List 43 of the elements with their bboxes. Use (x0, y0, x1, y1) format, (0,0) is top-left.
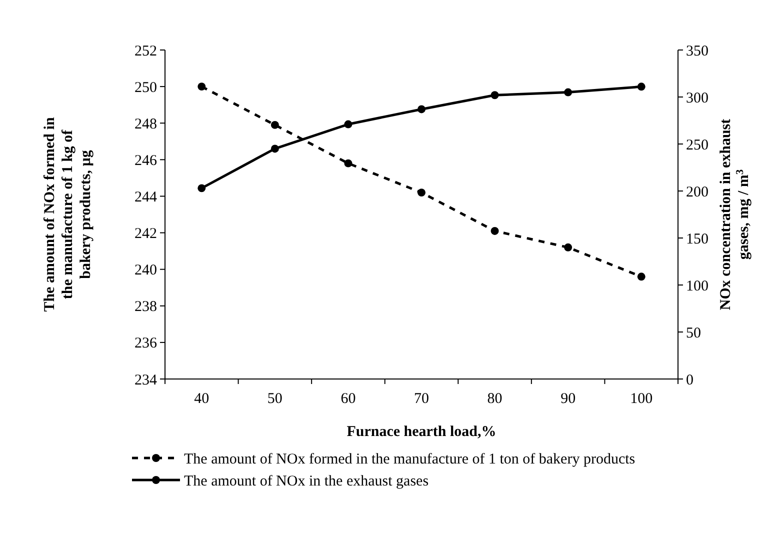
y-tick-label: 252 (134, 43, 157, 60)
legend-label: The amount of NOx formed in the manufacture of 1 ton of bakery products (184, 451, 636, 468)
y-tick-label: 248 (134, 116, 157, 132)
point (270, 144, 279, 153)
x-tick-label: 80 (487, 391, 502, 407)
x-tick-label: 50 (267, 391, 282, 407)
point (418, 105, 426, 114)
x-tick-label: 40 (194, 391, 210, 407)
point (564, 88, 572, 96)
x-tick-label: 100 (630, 391, 653, 407)
y2-tick-label: 300 (686, 90, 708, 106)
y-tick-label: 246 (134, 152, 158, 169)
y-tick-label: 240 (134, 262, 157, 279)
point (198, 184, 206, 192)
x-axis-title: Furnace hearth load,% (346, 424, 496, 440)
x-tick-label: 70 (414, 391, 429, 407)
y2-tick-label: 0 (686, 372, 694, 388)
y2-tick-label: 200 (686, 184, 708, 200)
y-tick-label: 244 (134, 189, 158, 206)
legend-label: The amount of NOx in the exhaust gases (184, 473, 429, 490)
point (637, 272, 646, 281)
point (637, 82, 646, 91)
point (418, 188, 426, 197)
y-tick-label: 250 (134, 80, 157, 96)
point (198, 82, 206, 91)
x-tick-label: 60 (340, 391, 356, 407)
point (270, 120, 279, 129)
y-tick-label: 234 (134, 372, 158, 388)
y2-tick-label: 100 (686, 278, 708, 294)
x-tick-label: 90 (560, 391, 576, 407)
y-axis-title: The amount of NOx formed in the manufacture of 1 kg of bakery products, µg (42, 116, 94, 312)
y-tick-label: 238 (134, 299, 157, 316)
y-tick-label: 242 (134, 226, 157, 242)
point (344, 159, 352, 168)
point (490, 91, 499, 100)
y2-tick-label: 250 (686, 137, 708, 154)
y2-tick-label: 350 (686, 43, 708, 60)
point (344, 120, 352, 128)
y2-tick-label: 50 (686, 325, 701, 342)
y-tick-label: 236 (134, 336, 158, 352)
y2-tick-label: 150 (686, 231, 708, 248)
point (564, 243, 572, 252)
point (490, 226, 499, 235)
